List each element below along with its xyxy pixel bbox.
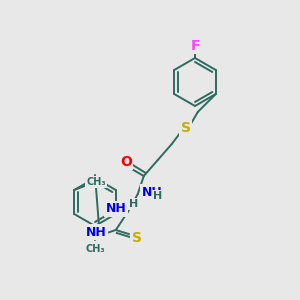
Text: NH: NH — [141, 185, 162, 199]
Text: CH₃: CH₃ — [86, 177, 106, 187]
Text: H: H — [129, 199, 138, 209]
Text: NH: NH — [105, 202, 126, 215]
Text: F: F — [190, 39, 200, 53]
Text: NH: NH — [85, 226, 106, 238]
Text: S: S — [181, 121, 191, 135]
Text: S: S — [132, 231, 142, 245]
Text: H: H — [153, 191, 162, 201]
Text: CH₃: CH₃ — [85, 244, 105, 254]
Text: O: O — [120, 155, 132, 169]
